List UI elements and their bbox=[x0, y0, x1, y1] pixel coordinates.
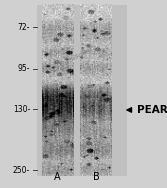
Text: 95-: 95- bbox=[18, 64, 30, 73]
Text: 130-: 130- bbox=[13, 105, 30, 114]
Text: PEAR1: PEAR1 bbox=[137, 105, 167, 115]
Text: 250-: 250- bbox=[13, 166, 30, 175]
Bar bbox=[37, 5, 127, 176]
Text: A: A bbox=[54, 172, 61, 182]
Text: © ProSci Inc.: © ProSci Inc. bbox=[59, 45, 95, 68]
Text: 72-: 72- bbox=[18, 23, 30, 32]
Text: B: B bbox=[93, 172, 99, 182]
